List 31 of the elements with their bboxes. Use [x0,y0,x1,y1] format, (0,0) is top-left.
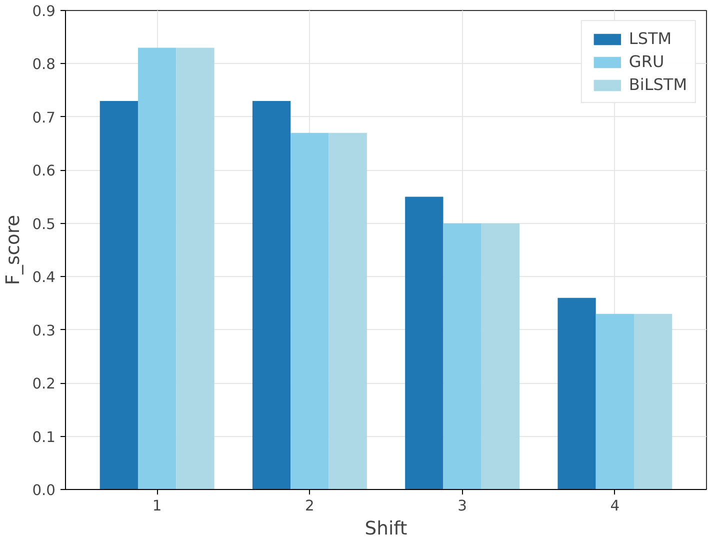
bar [138,48,176,490]
legend-label: BiLSTM [628,75,687,94]
y-axis-title: F_score [3,214,24,286]
bar [290,132,329,490]
bar [176,48,214,490]
y-tick-label: 0.8 [32,56,56,74]
bar [596,314,634,490]
y-tick-label: 0.4 [32,269,56,286]
x-tick-label: 4 [610,498,620,514]
x-tick-label: 2 [305,498,314,514]
legend-label: LSTM [628,29,672,48]
bar [100,100,138,490]
x-axis-title: Shift [364,518,408,540]
y-tick-label: 0.6 [32,162,56,180]
legend-label: GRU [628,52,664,71]
x-tick-label: 1 [152,498,162,514]
y-tick-label: 0.0 [32,482,56,499]
bar [328,132,367,490]
y-tick-label: 0.7 [32,109,56,126]
x-tick-label: 3 [458,498,467,514]
y-tick-label: 0.5 [32,216,56,233]
bar [558,298,596,490]
y-tick-label: 0.1 [32,428,56,446]
y-tick-label: 0.9 [32,3,56,20]
bar [443,223,482,490]
bar [634,314,672,490]
bar [252,100,291,490]
bar [481,223,520,490]
y-tick-label: 0.3 [32,322,56,340]
bar [405,196,444,490]
y-tick-label: 0.2 [32,376,56,393]
